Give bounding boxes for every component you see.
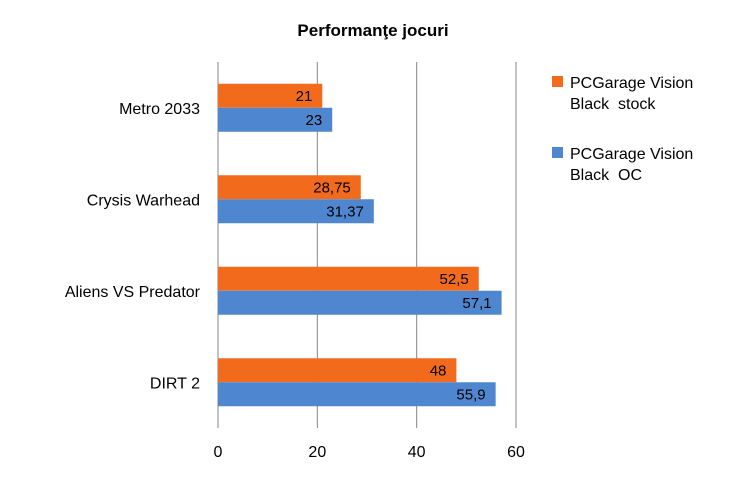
x-tick-label: 0	[214, 444, 223, 461]
x-tick-label: 20	[308, 444, 326, 461]
legend-label: Black stock	[570, 96, 656, 113]
bar	[218, 382, 496, 407]
data-label: 21	[296, 88, 313, 105]
legend-label: PCGarage Vision	[570, 75, 693, 92]
category-label: DIRT 2	[150, 375, 200, 392]
data-label: 57,1	[462, 295, 491, 312]
legend-label: PCGarage Vision	[570, 146, 693, 163]
bar	[218, 175, 361, 200]
legend-label: Black OC	[570, 167, 642, 184]
bars: 21 23 28,75 31,37 52,5 57,1 48 55,9	[218, 83, 502, 407]
legend: PCGarage Vision Black stock PCGarage Visio…	[552, 75, 693, 184]
x-tick-label: 40	[408, 444, 426, 461]
bar	[218, 290, 502, 315]
category-label: Metro 2033	[119, 101, 200, 118]
data-label: 23	[306, 112, 323, 129]
x-tick-label: 60	[507, 444, 525, 461]
legend-swatch	[552, 76, 563, 87]
data-label: 48	[430, 362, 447, 379]
chart-title: Performanţe jocuri	[297, 21, 448, 40]
category-labels: Metro 2033 Crysis Warhead Aliens VS Predat…	[65, 101, 201, 393]
bar	[218, 358, 457, 383]
bar	[218, 266, 479, 291]
category-label: Aliens VS Predator	[65, 284, 201, 301]
bar	[218, 199, 374, 224]
data-label: 55,9	[456, 386, 485, 403]
data-label: 52,5	[440, 271, 469, 288]
data-label: 31,37	[326, 203, 364, 220]
legend-swatch	[552, 147, 563, 158]
bar	[218, 83, 323, 108]
x-tick-labels: 0 20 40 60	[214, 444, 525, 461]
category-label: Crysis Warhead	[87, 192, 200, 209]
data-label: 28,75	[313, 179, 351, 196]
bar	[218, 107, 333, 132]
